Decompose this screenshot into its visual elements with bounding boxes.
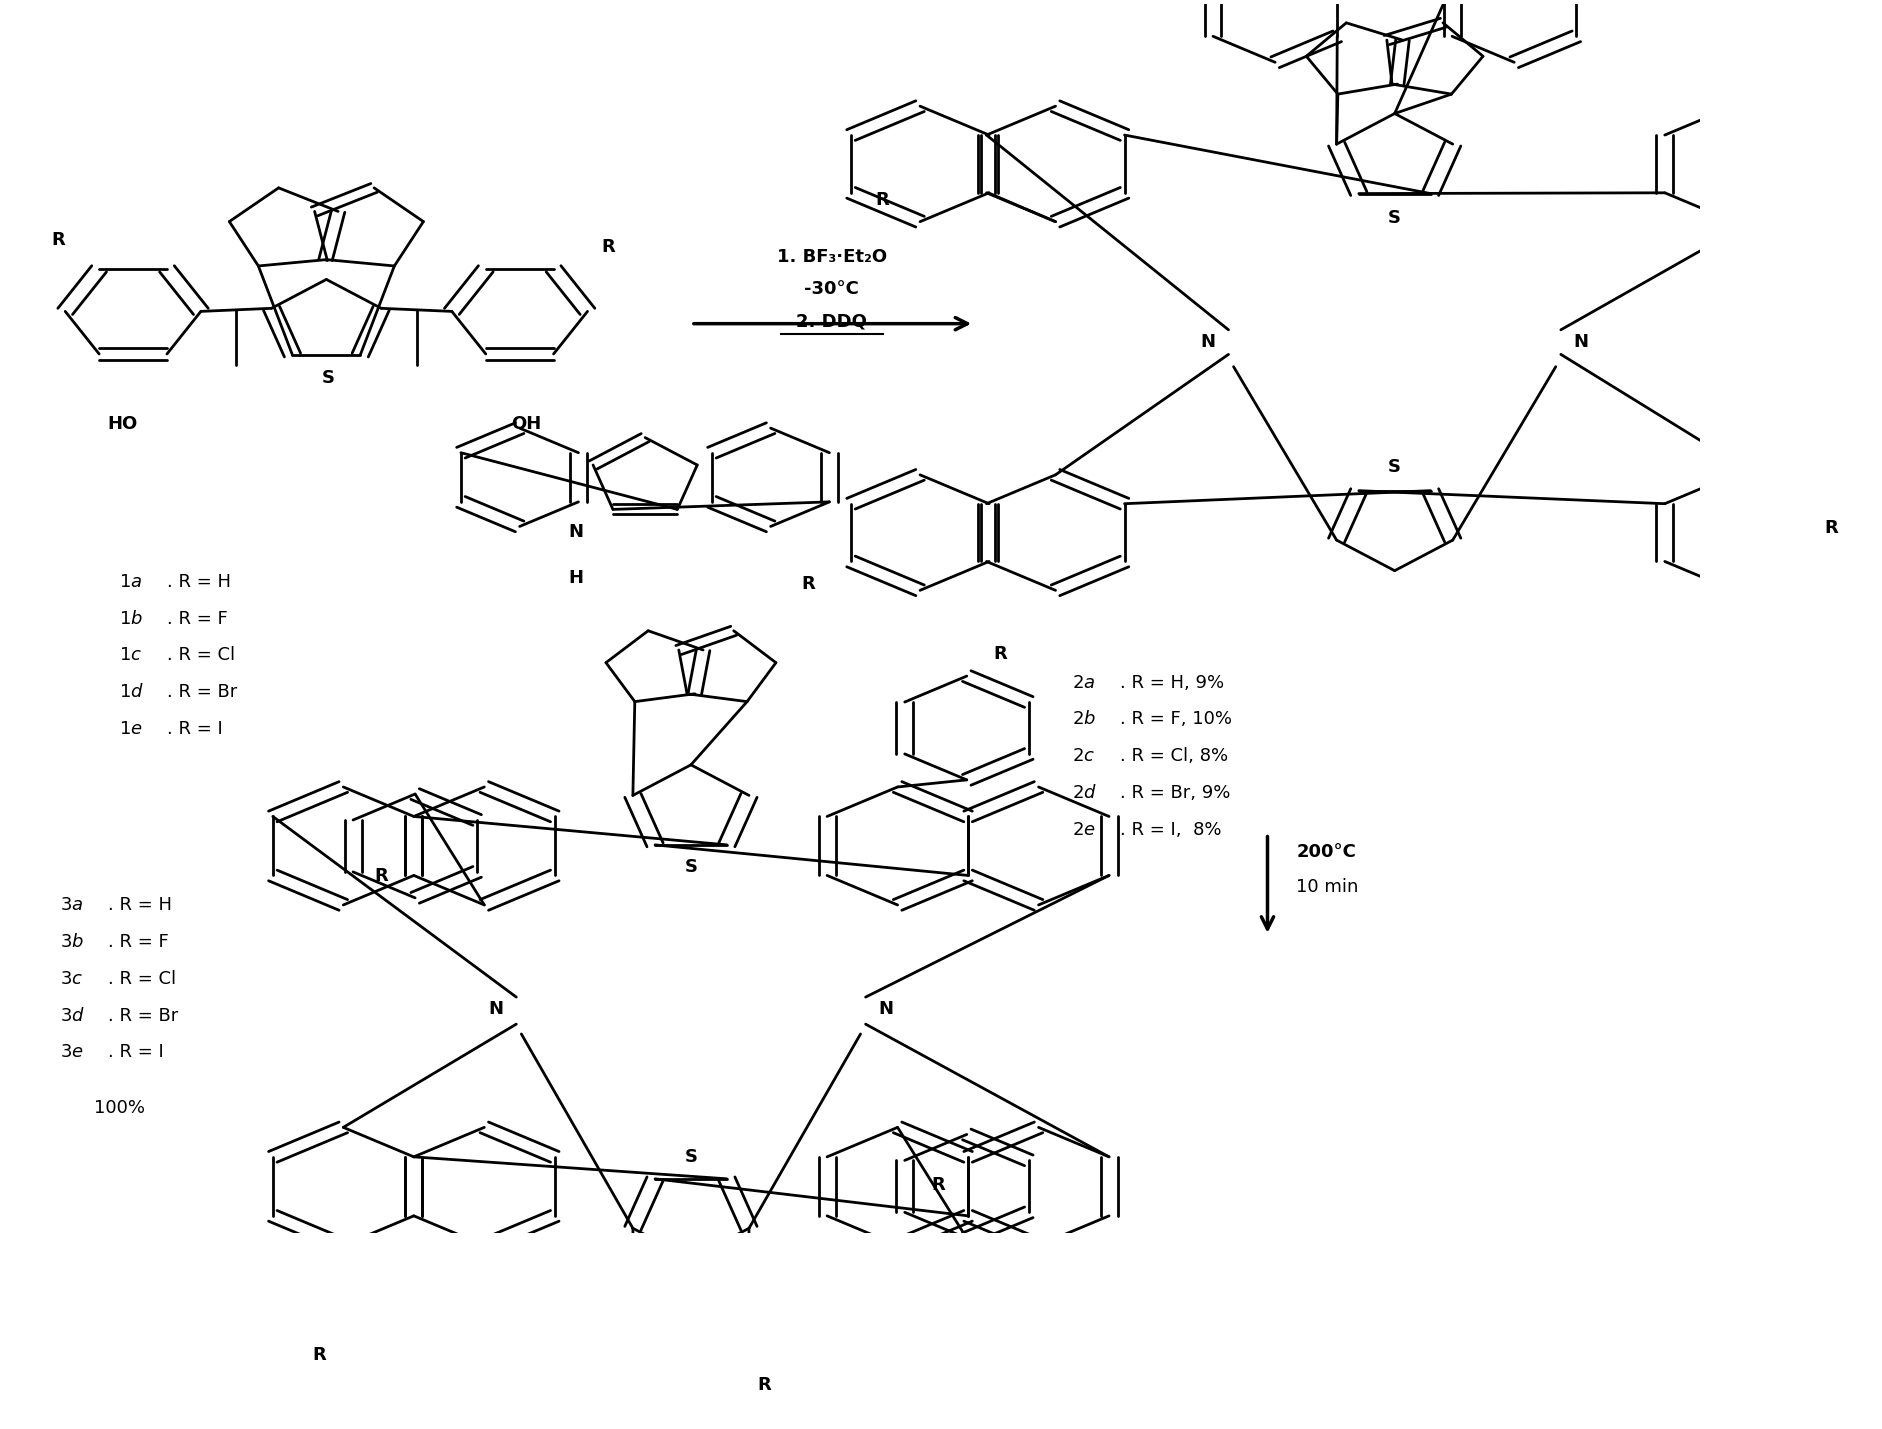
Text: R: R xyxy=(312,1346,326,1363)
Text: S: S xyxy=(683,857,696,876)
Text: 200°C: 200°C xyxy=(1295,843,1355,862)
Text: $\mathit{1e}$: $\mathit{1e}$ xyxy=(119,720,143,739)
Text: $\mathit{2e}$: $\mathit{2e}$ xyxy=(1073,822,1095,839)
Text: . R = H, 9%: . R = H, 9% xyxy=(1120,673,1223,692)
Text: R: R xyxy=(1824,519,1837,537)
Text: OH: OH xyxy=(512,416,542,433)
Text: R: R xyxy=(932,1176,945,1195)
Text: $\mathit{3c}$: $\mathit{3c}$ xyxy=(60,970,83,987)
Text: . R = Br: . R = Br xyxy=(167,683,237,702)
Text: . R = I,  8%: . R = I, 8% xyxy=(1120,822,1221,839)
Text: . R = Br: . R = Br xyxy=(107,1006,177,1025)
Text: $\mathit{1c}$: $\mathit{1c}$ xyxy=(119,646,143,664)
Text: -30°C: -30°C xyxy=(804,280,858,299)
Text: S: S xyxy=(1387,209,1400,227)
Text: . R = F: . R = F xyxy=(167,610,228,627)
Text: . R = H: . R = H xyxy=(107,896,171,915)
Text: N: N xyxy=(1573,333,1588,352)
Text: R: R xyxy=(600,239,614,256)
Text: 2. DDQ: 2. DDQ xyxy=(796,312,868,330)
Text: 10 min: 10 min xyxy=(1295,877,1359,896)
Text: $\mathit{2a}$: $\mathit{2a}$ xyxy=(1073,673,1095,692)
Text: . R = Br, 9%: . R = Br, 9% xyxy=(1120,785,1229,802)
Text: $\mathit{2b}$: $\mathit{2b}$ xyxy=(1073,710,1095,729)
Text: N: N xyxy=(879,1000,892,1019)
Text: . R = Cl, 8%: . R = Cl, 8% xyxy=(1120,747,1227,766)
Text: R: R xyxy=(875,190,888,209)
Text: R: R xyxy=(994,644,1007,663)
Text: $\mathit{3b}$: $\mathit{3b}$ xyxy=(60,933,85,950)
Text: R: R xyxy=(375,867,388,885)
Text: $\mathit{1d}$: $\mathit{1d}$ xyxy=(119,683,145,702)
Text: S: S xyxy=(683,1147,696,1166)
Text: 100%: 100% xyxy=(94,1099,145,1116)
Text: $\mathit{1a}$: $\mathit{1a}$ xyxy=(119,573,143,590)
Text: R: R xyxy=(802,574,815,593)
Text: S: S xyxy=(1387,457,1400,476)
Text: R: R xyxy=(51,231,66,249)
Text: . R = Cl: . R = Cl xyxy=(167,646,235,664)
Text: $\mathit{3e}$: $\mathit{3e}$ xyxy=(60,1043,85,1062)
Text: . R = Cl: . R = Cl xyxy=(107,970,175,987)
Text: $\mathit{2d}$: $\mathit{2d}$ xyxy=(1073,785,1097,802)
Text: . R = I: . R = I xyxy=(167,720,222,739)
Text: . R = F, 10%: . R = F, 10% xyxy=(1120,710,1231,729)
Text: $\mathit{1b}$: $\mathit{1b}$ xyxy=(119,610,143,627)
Text: H: H xyxy=(568,569,583,586)
Text: 1. BF₃·Et₂O: 1. BF₃·Et₂O xyxy=(775,249,886,266)
Text: . R = I: . R = I xyxy=(107,1043,164,1062)
Text: N: N xyxy=(487,1000,502,1019)
Text: N: N xyxy=(1201,333,1216,352)
Text: HO: HO xyxy=(107,416,137,433)
Text: $\mathit{2c}$: $\mathit{2c}$ xyxy=(1073,747,1095,766)
Text: N: N xyxy=(568,523,583,540)
Text: S: S xyxy=(322,369,335,387)
Text: R: R xyxy=(757,1376,770,1395)
Text: $\mathit{3d}$: $\mathit{3d}$ xyxy=(60,1006,85,1025)
Text: . R = H: . R = H xyxy=(167,573,231,590)
Text: $\mathit{3a}$: $\mathit{3a}$ xyxy=(60,896,83,915)
Text: . R = F: . R = F xyxy=(107,933,167,950)
